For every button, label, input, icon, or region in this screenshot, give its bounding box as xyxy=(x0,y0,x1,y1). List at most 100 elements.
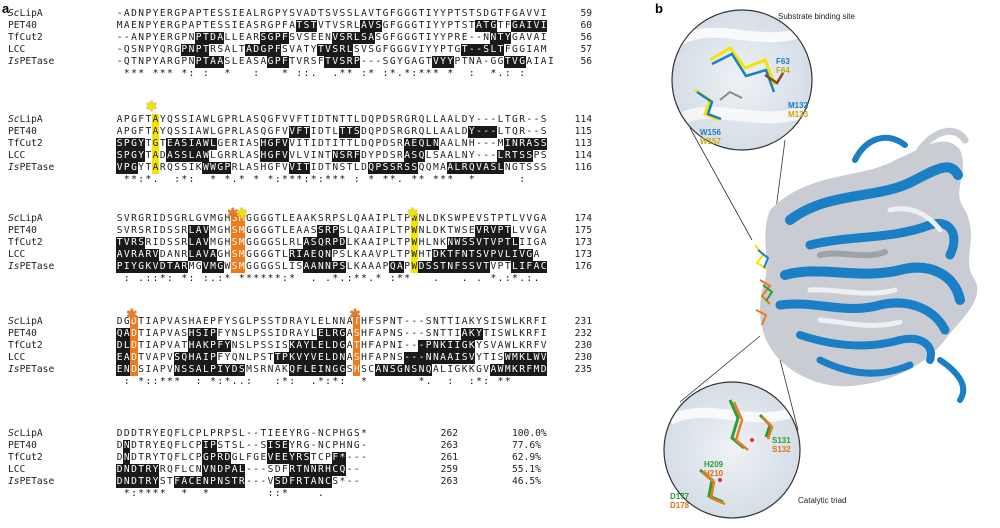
residue: F xyxy=(368,340,375,351)
residue: D xyxy=(317,162,324,173)
residue: T xyxy=(137,476,145,488)
conservation-symbol: . xyxy=(310,376,317,387)
residue: L xyxy=(512,225,518,236)
residue: L xyxy=(238,126,245,137)
conservation-symbol: * xyxy=(253,273,260,284)
identity-percent: 55.1% xyxy=(512,464,541,475)
residue: N xyxy=(389,340,396,351)
residue: V xyxy=(490,340,497,351)
residue: I xyxy=(187,138,196,150)
residue: I xyxy=(332,138,339,149)
residue: Q xyxy=(260,126,267,137)
residue: P xyxy=(375,150,382,161)
residue: S xyxy=(540,162,547,173)
conservation-symbol: * xyxy=(145,174,152,185)
conservation-symbol xyxy=(209,68,216,80)
residue: Y xyxy=(468,150,475,161)
residue: - xyxy=(468,44,476,56)
residue: P xyxy=(159,352,166,363)
conservation-line: **:*. :*: * *.* * *:***:*:*** : * **. **… xyxy=(116,174,526,186)
conservation-symbol: * xyxy=(353,273,360,284)
conservation-symbol xyxy=(289,68,296,80)
residue: V xyxy=(289,138,295,149)
residue: V xyxy=(475,162,483,174)
residue: P xyxy=(447,20,454,31)
residue: S xyxy=(353,328,361,340)
residue: V xyxy=(518,249,526,261)
residue: S xyxy=(238,364,246,376)
residue: S xyxy=(497,352,504,363)
residue: S xyxy=(410,364,418,376)
residue: V xyxy=(332,20,339,31)
residue: S xyxy=(540,138,548,150)
residue: R xyxy=(253,32,260,43)
residue: N xyxy=(209,464,217,476)
residue: G xyxy=(346,428,353,439)
conservation-symbol: * xyxy=(447,174,454,185)
residue: S xyxy=(425,328,432,339)
residue: F xyxy=(295,364,303,376)
sequence-name: TfCut2 xyxy=(8,237,108,249)
residue: V xyxy=(532,20,541,32)
residue: A xyxy=(540,56,547,67)
residue: A xyxy=(224,44,231,55)
residue: P xyxy=(195,8,202,19)
conservation-symbol xyxy=(195,273,202,285)
residue: E xyxy=(317,352,325,364)
residue: A xyxy=(439,352,447,364)
residue: S xyxy=(338,32,346,44)
residue: W xyxy=(504,328,511,339)
residue: L xyxy=(209,138,217,150)
residue: D xyxy=(310,8,317,19)
residue: M xyxy=(238,225,246,237)
sequence-residues: PIYGKVDTARMGVMGWSMGGGGSLISAANNPSLKAAAPQA… xyxy=(116,261,548,273)
conservation-symbol xyxy=(346,174,353,186)
residue: T xyxy=(439,261,447,273)
residue: A xyxy=(296,44,303,55)
residue: P xyxy=(332,428,339,439)
residue: A xyxy=(216,56,224,68)
conservation-symbol: * xyxy=(210,174,216,185)
residue: F xyxy=(274,126,281,137)
residue: M xyxy=(532,364,541,376)
sequence-name: ScLipA xyxy=(8,428,108,440)
residue: H xyxy=(353,364,361,376)
residue: M xyxy=(210,213,216,224)
residue: R xyxy=(159,464,166,475)
residue: P xyxy=(209,340,217,352)
conservation-symbol: . xyxy=(238,376,245,387)
residue: I xyxy=(202,352,210,364)
residue: A xyxy=(447,150,454,161)
conservation-symbol: : xyxy=(174,174,180,185)
conservation-symbol xyxy=(245,488,252,500)
conservation-symbol xyxy=(454,68,461,80)
conservation-symbol: * xyxy=(476,376,482,387)
residue: Y xyxy=(440,20,446,31)
conservation-symbol: * xyxy=(181,488,188,499)
residue: C xyxy=(187,476,196,488)
residue: I xyxy=(547,56,554,67)
residue: N xyxy=(417,364,426,376)
residue: D xyxy=(130,352,138,364)
residue: A xyxy=(151,126,160,138)
residue: V xyxy=(475,225,483,237)
conservation-symbol xyxy=(404,376,411,388)
residue: N xyxy=(231,328,238,339)
residue: R xyxy=(397,150,403,161)
residue: P xyxy=(382,316,389,327)
residue: F xyxy=(173,476,181,488)
residue: S xyxy=(253,162,260,173)
residue: A xyxy=(403,150,411,162)
residue: S xyxy=(231,316,238,327)
residue: I xyxy=(202,440,210,452)
residue: A xyxy=(295,340,303,352)
residue: S xyxy=(217,440,224,451)
residue: D xyxy=(361,114,367,125)
residue: S xyxy=(461,261,469,273)
residue: I xyxy=(446,340,454,352)
conservation-symbol: . xyxy=(317,488,324,499)
residue: L xyxy=(202,364,210,376)
residue: A xyxy=(152,328,159,339)
residue: F xyxy=(274,162,281,173)
residue: I xyxy=(310,150,317,161)
